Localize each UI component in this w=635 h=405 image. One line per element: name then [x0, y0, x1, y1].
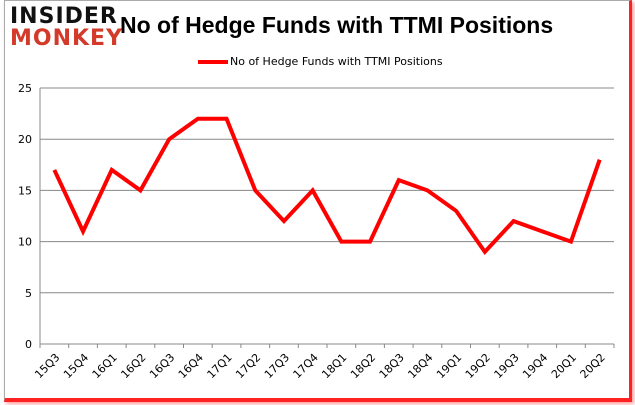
x-tick-label: 15Q3: [32, 351, 62, 381]
x-tick-label: 16Q1: [90, 351, 120, 381]
series-line: [52, 116, 602, 256]
x-tick-label: 16Q2: [118, 351, 148, 381]
x-tick-label: 18Q3: [377, 351, 407, 381]
logo-line1: INSIDER: [10, 4, 118, 29]
y-tick-label: 15: [18, 184, 32, 197]
y-tick-label: 10: [18, 236, 32, 249]
y-tick-label: 20: [18, 133, 32, 146]
x-tick-label: 16Q4: [176, 351, 206, 381]
x-tick-label: 17Q4: [291, 351, 321, 381]
legend: No of Hedge Funds with TTMI Positions: [198, 55, 443, 68]
legend-label: No of Hedge Funds with TTMI Positions: [230, 55, 443, 68]
y-tick-label: 0: [25, 338, 32, 351]
x-tick-label: 19Q3: [492, 351, 522, 381]
x-tick-label: 17Q3: [262, 351, 292, 381]
y-tick-label: 5: [25, 287, 32, 300]
x-tick-label: 17Q1: [205, 351, 235, 381]
x-tick-label: 18Q4: [405, 351, 435, 381]
legend-swatch: [198, 59, 228, 64]
y-tick-label: 25: [18, 82, 32, 95]
x-tick-label: 20Q2: [578, 351, 608, 381]
insider-monkey-logo: INSIDER MONKEY: [10, 6, 123, 50]
chart-title: No of Hedge Funds with TTMI Positions: [120, 12, 554, 38]
x-tick-label: 18Q1: [319, 351, 349, 381]
x-tick-label: 17Q2: [233, 351, 263, 381]
x-tick-label: 19Q4: [520, 351, 550, 381]
x-tick-label: 18Q2: [348, 351, 378, 381]
x-tick-label: 15Q4: [61, 351, 91, 381]
x-tick-label: 16Q3: [147, 351, 177, 381]
x-tick-label: 19Q2: [463, 351, 493, 381]
logo-line2: MONKEY: [10, 26, 124, 51]
x-tick-label: 20Q1: [549, 351, 579, 381]
x-tick-label: 19Q1: [434, 351, 464, 381]
